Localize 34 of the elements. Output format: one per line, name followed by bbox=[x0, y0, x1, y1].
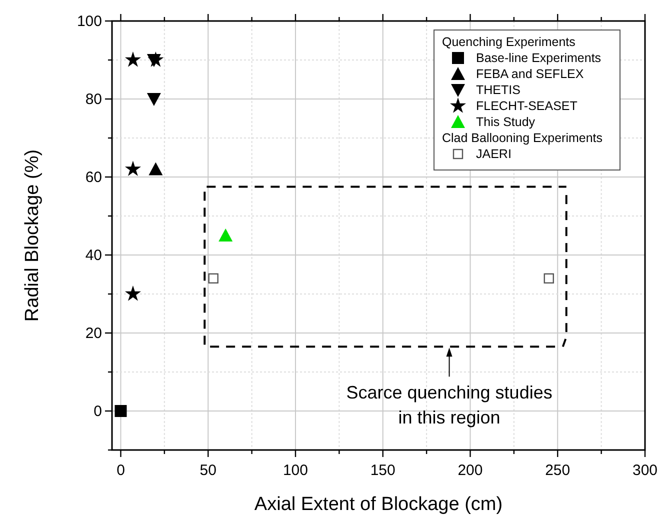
x-tick-label: 50 bbox=[200, 462, 216, 479]
x-tick-label: 200 bbox=[458, 462, 483, 479]
point bbox=[218, 228, 233, 242]
point bbox=[124, 160, 141, 176]
y-axis-title: Radial Blockage (%) bbox=[22, 149, 43, 322]
point bbox=[148, 162, 163, 176]
point bbox=[208, 273, 218, 284]
x-tick-label: 250 bbox=[545, 462, 570, 479]
legend-label: FEBA and SEFLEX bbox=[476, 67, 584, 81]
legend-label: Base-line Experiments bbox=[476, 51, 602, 65]
annotation: Clad Ballooning Experiments bbox=[442, 131, 603, 145]
y-tick-label: 0 bbox=[94, 403, 102, 420]
point bbox=[544, 273, 554, 284]
y-tick-label: 60 bbox=[85, 169, 102, 186]
y-tick-label: 100 bbox=[76, 13, 102, 30]
y-tick-label: 40 bbox=[85, 247, 102, 264]
x-tick-label: 0 bbox=[116, 462, 125, 479]
x-tick-label: 100 bbox=[282, 462, 308, 479]
point bbox=[124, 52, 141, 67]
x-axis-title: Axial Extent of Blockage (cm) bbox=[254, 494, 503, 515]
x-tick-label: 300 bbox=[632, 462, 658, 479]
point bbox=[148, 52, 164, 67]
x-tick-label: 150 bbox=[370, 462, 396, 479]
point bbox=[124, 286, 141, 301]
legend-label: THETIS bbox=[476, 83, 520, 97]
legend-label: This Study bbox=[476, 115, 536, 129]
y-tick-label: 20 bbox=[85, 325, 102, 342]
point bbox=[146, 93, 161, 106]
legend-title: Quenching Experiments bbox=[442, 35, 576, 49]
y-tick-label: 80 bbox=[85, 91, 102, 108]
legend-label: FLECHT-SEASET bbox=[476, 99, 578, 113]
annotation: Scarce quenching studies in this region bbox=[346, 382, 552, 428]
point bbox=[114, 405, 127, 417]
legend-label: JAERI bbox=[476, 147, 512, 161]
